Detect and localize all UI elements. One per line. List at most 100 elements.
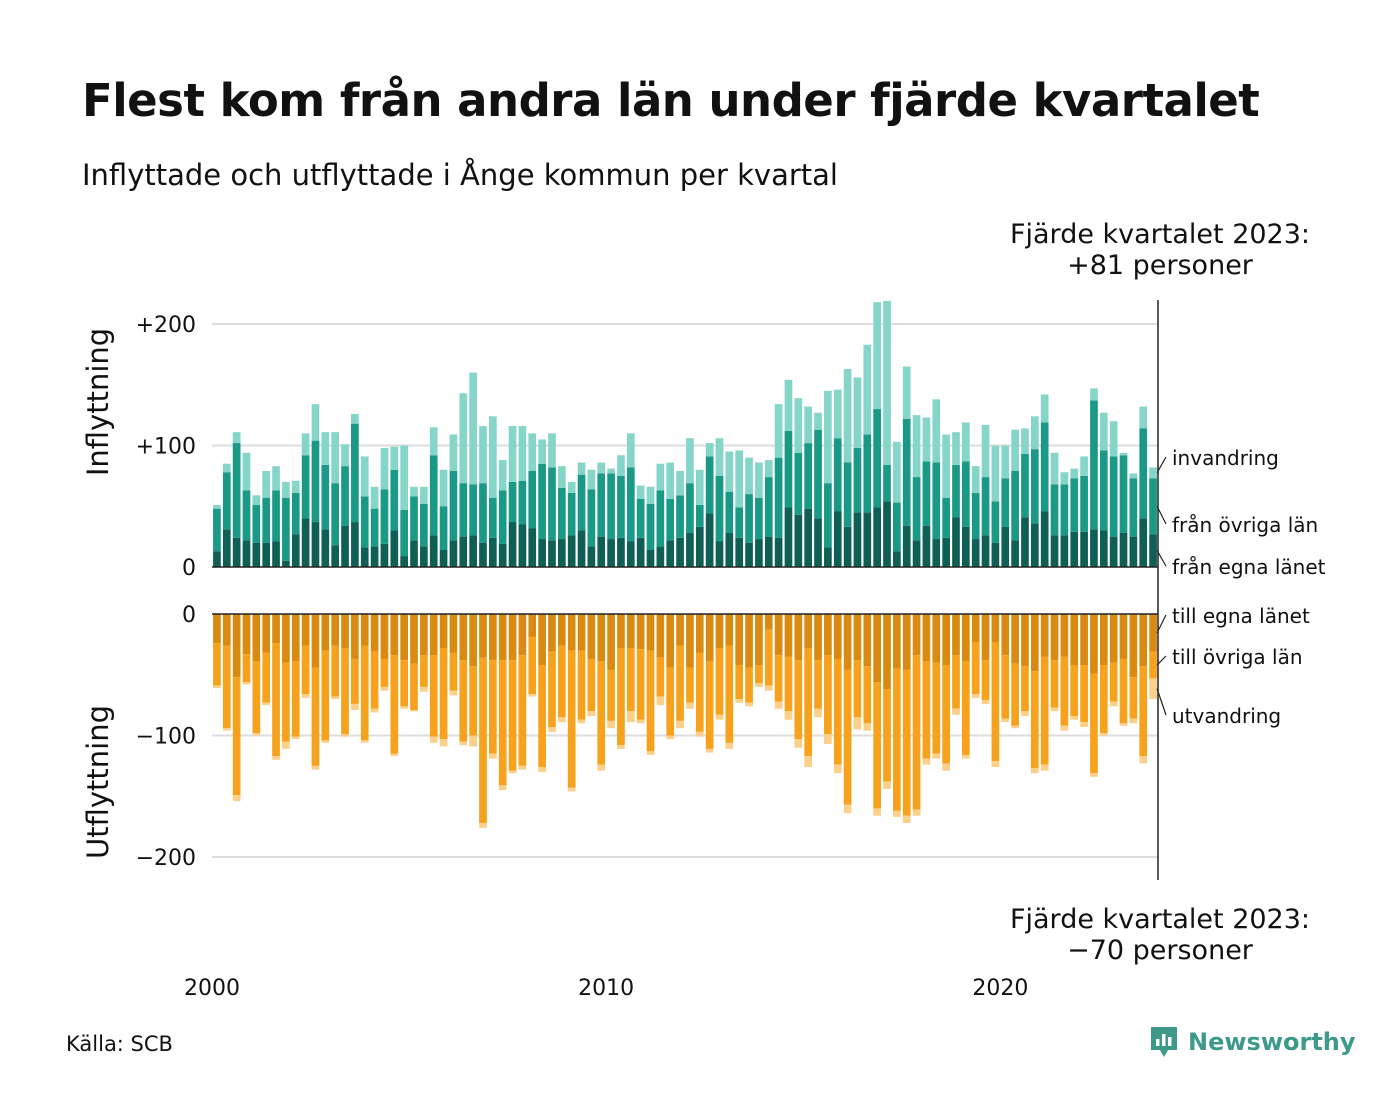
inflow-bar-in_invandring — [893, 441, 901, 503]
outflow-bar-ut_ovriga — [942, 665, 950, 764]
outflow-bar-ut_egna — [498, 614, 507, 661]
inflow-bar-in_invandring — [508, 426, 517, 482]
inflow-bar-in_ovriga — [1011, 471, 1019, 541]
outflow-bar-ut_utvandring — [1070, 716, 1079, 720]
inflow-bar-in_ovriga — [725, 491, 734, 533]
inflow-bar-in_egna — [498, 543, 507, 567]
inflow-bar-in_invandring — [1040, 394, 1049, 423]
outflow-bar-ut_ovriga — [291, 661, 300, 737]
inflow-bar-in_invandring — [587, 469, 596, 490]
inflow-bar-in_invandring — [863, 344, 872, 435]
outflow-bar-ut_egna — [262, 614, 271, 653]
label-connector — [1156, 655, 1167, 666]
inflow-bar-in_ovriga — [489, 497, 497, 538]
outflow-bar-ut_utvandring — [646, 751, 655, 755]
inflow-bar-in_invandring — [301, 433, 310, 456]
inflow-bar-in_invandring — [242, 452, 251, 491]
outflow-bar-ut_ovriga — [794, 660, 803, 740]
inflow-bar-in_invandring — [548, 433, 556, 468]
outflow-bar-ut_egna — [252, 614, 261, 662]
outflow-bar-ut_egna — [538, 614, 546, 666]
outflow-bar-ut_egna — [1001, 614, 1010, 656]
outflow-bar-ut_egna — [932, 614, 941, 663]
inflow-bar-in_egna — [1080, 531, 1088, 567]
outflow-bar-ut_egna — [981, 614, 990, 661]
inflow-bar-in_invandring — [695, 469, 704, 506]
outflow-bar-ut_utvandring — [824, 734, 832, 745]
inflow-bar-in_ovriga — [222, 472, 231, 530]
inflow-bar-in_ovriga — [528, 471, 537, 529]
outflow-bar-ut_ovriga — [607, 669, 615, 721]
inflow-bar-in_invandring — [489, 416, 497, 498]
outflow-bar-ut_ovriga — [360, 645, 369, 741]
outflow-bar-ut_utvandring — [1119, 723, 1128, 726]
inflow-bar-in_egna — [981, 535, 990, 567]
newsworthy-logo[interactable]: Newsworthy — [1148, 1024, 1356, 1060]
outflow-bar-ut_egna — [301, 614, 310, 646]
inflow-bar-in_ovriga — [853, 447, 862, 513]
outflow-bar-ut_egna — [321, 614, 330, 651]
outflow-bar-ut_egna — [1011, 614, 1019, 664]
outflow-bar-ut_ovriga — [528, 637, 537, 695]
series-label-in_invandring: invandring — [1172, 446, 1279, 470]
inflow-bar-in_invandring — [252, 495, 261, 506]
inflow-bar-in_ovriga — [715, 475, 724, 542]
outflow-bar-ut_utvandring — [715, 714, 724, 720]
outflow-bar-ut_ovriga — [735, 665, 744, 700]
outflow-bar-ut_utvandring — [1080, 722, 1088, 727]
outflow-bar-ut_egna — [942, 614, 950, 666]
outflow-bar-ut_egna — [1070, 614, 1079, 666]
inflow-bar-in_egna — [1109, 536, 1118, 567]
inflow-bar-in_invandring — [981, 424, 990, 478]
inflow-bar-in_ovriga — [774, 457, 783, 538]
inflow-bar-in_ovriga — [459, 483, 468, 537]
outflow-bar-ut_ovriga — [252, 661, 261, 734]
inflow-bar-in_egna — [764, 536, 773, 567]
inflow-bar-in_invandring — [459, 393, 468, 484]
outflow-bar-ut_egna — [883, 614, 891, 690]
inflow-bar-in_ovriga — [962, 461, 970, 527]
inflow-bar-in_invandring — [1050, 452, 1059, 485]
outflow-bar-ut_egna — [1139, 614, 1148, 667]
outflow-bar-ut_egna — [1129, 614, 1138, 678]
outflow-bar-ut_ovriga — [814, 660, 822, 709]
outflow-bar-ut_egna — [676, 614, 684, 646]
outflow-bar-ut_ovriga — [971, 641, 980, 695]
outflow-bar-ut_egna — [1099, 614, 1108, 666]
newsworthy-logo-text: Newsworthy — [1188, 1028, 1356, 1056]
inflow-bar-in_ovriga — [1070, 478, 1079, 532]
inflow-bar-in_ovriga — [646, 503, 655, 550]
outflow-bar-ut_utvandring — [626, 711, 635, 723]
inflow-bar-in_invandring — [1149, 467, 1157, 479]
outflow-bar-ut_utvandring — [508, 770, 517, 774]
outflow-bar-ut_ovriga — [429, 655, 438, 737]
inflow-bar-in_invandring — [439, 469, 448, 507]
inflow-bar-in_invandring — [784, 379, 793, 431]
inflow-bar-in_invandring — [410, 486, 418, 497]
inflow-bar-in_ovriga — [1021, 454, 1029, 518]
inflow-bar-in_invandring — [597, 462, 606, 474]
outflow-bar-ut_ovriga — [242, 654, 251, 683]
inflow-bar-in_egna — [508, 522, 517, 567]
outflow-bar-ut_ovriga — [853, 660, 862, 718]
outflow-bar-ut_utvandring — [1129, 718, 1138, 724]
outflow-bar-ut_utvandring — [952, 708, 960, 715]
outflow-bar-ut_ovriga — [1070, 665, 1079, 717]
outflow-tick-label: −200 — [136, 846, 196, 871]
outflow-bar-ut_utvandring — [971, 694, 980, 698]
inflow-bar-in_ovriga — [833, 438, 842, 512]
inflow-bar-in_ovriga — [1080, 475, 1088, 532]
outflow-bar-ut_egna — [577, 614, 586, 651]
inflow-bar-in_invandring — [557, 466, 566, 489]
inflow-axis-label: Inflyttning — [81, 328, 115, 476]
outflow-bar-ut_utvandring — [873, 808, 881, 816]
inflow-bar-in_invandring — [735, 450, 744, 508]
inflow-bar-in_invandring — [449, 434, 458, 472]
outflow-bar-ut_utvandring — [311, 765, 320, 770]
outflow-bar-ut_utvandring — [1040, 764, 1049, 771]
outflow-bar-ut_ovriga — [410, 663, 418, 710]
outflow-bar-ut_ovriga — [932, 662, 941, 754]
outflow-bar-ut_ovriga — [518, 655, 527, 766]
inflow-bar-in_ovriga — [557, 488, 566, 540]
